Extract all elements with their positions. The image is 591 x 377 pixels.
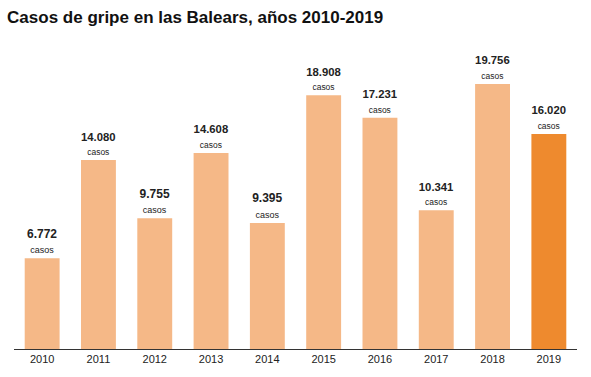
svg-text:10.341casos: 10.341casos: [419, 181, 454, 208]
svg-text:Casos de gripe en las Balears,: Casos de gripe en las Balears, años 2010…: [7, 8, 383, 27]
svg-text:2017: 2017: [424, 353, 448, 365]
svg-text:2012: 2012: [143, 353, 167, 365]
svg-text:2013: 2013: [199, 353, 223, 365]
svg-text:2014: 2014: [255, 353, 279, 365]
svg-text:2015: 2015: [311, 353, 335, 365]
svg-text:14.608casos: 14.608casos: [194, 123, 229, 150]
svg-text:6.772casos: 6.772casos: [27, 227, 57, 256]
svg-text:2019: 2019: [537, 353, 561, 365]
svg-text:2018: 2018: [480, 353, 504, 365]
svg-text:19.756casos: 19.756casos: [475, 54, 510, 81]
svg-text:16.020casos: 16.020casos: [531, 104, 566, 131]
svg-text:2016: 2016: [368, 353, 392, 365]
svg-text:9.395casos: 9.395casos: [252, 191, 282, 220]
svg-text:18.908casos: 18.908casos: [306, 66, 341, 93]
svg-text:9.755casos: 9.755casos: [140, 187, 170, 216]
svg-text:14.080casos: 14.080casos: [81, 131, 116, 158]
svg-text:17.231casos: 17.231casos: [363, 88, 398, 115]
svg-text:2010: 2010: [30, 353, 54, 365]
svg-text:2011: 2011: [87, 353, 111, 365]
